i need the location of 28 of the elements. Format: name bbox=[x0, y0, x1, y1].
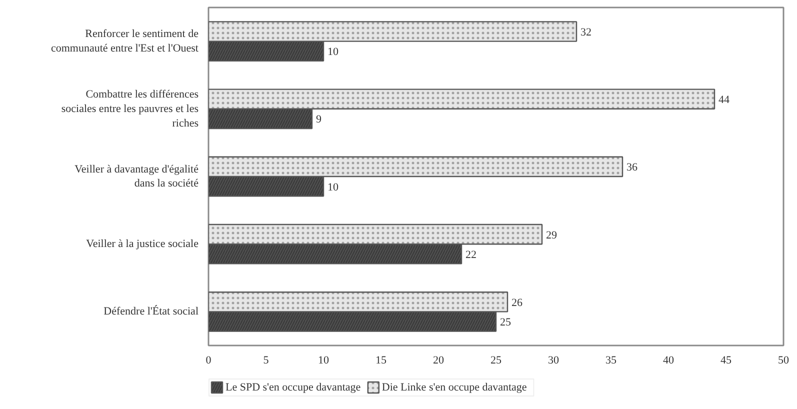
x-tick-label: 25 bbox=[490, 354, 502, 366]
data-label: 29 bbox=[546, 229, 558, 242]
legend-label: Le SPD s'en occupe davantage bbox=[226, 382, 361, 394]
data-label: 32 bbox=[580, 26, 592, 38]
data-label: 22 bbox=[466, 248, 476, 261]
x-tick-label: 20 bbox=[433, 354, 444, 366]
x-tick-label: 15 bbox=[376, 354, 387, 366]
data-label: 26 bbox=[512, 296, 523, 309]
x-tick-label: 45 bbox=[720, 354, 732, 366]
y-tick-label: Défendre l'État social bbox=[104, 304, 198, 318]
data-label: 44 bbox=[718, 94, 730, 106]
x-tick-label: 30 bbox=[548, 354, 560, 366]
x-tick-label: 40 bbox=[663, 354, 674, 366]
data-label: 10 bbox=[328, 46, 339, 58]
legend-label: Die Linke s'en occupe davantage bbox=[382, 382, 527, 394]
data-label: 9 bbox=[316, 114, 322, 126]
y-tick-label: Veiller à la justice sociale bbox=[86, 238, 199, 250]
y-tick-label: Renforcer le sentiment de communauté entre l'Est et l'Ouest bbox=[50, 28, 199, 54]
y-tick-label: Veiller à davantage d'égalité dans la société bbox=[74, 163, 199, 190]
x-tick-label: 35 bbox=[606, 354, 617, 366]
x-tick-label: 5 bbox=[263, 354, 270, 366]
data-label: 36 bbox=[626, 162, 638, 174]
data-label: 25 bbox=[500, 316, 512, 328]
x-tick-label: 0 bbox=[206, 354, 212, 366]
x-tick-label: 50 bbox=[778, 354, 790, 366]
y-tick-label: Combattre les différences sociales entre les pauvres et les riches bbox=[61, 88, 199, 130]
x-tick-label: 10 bbox=[318, 354, 330, 366]
data-label: 10 bbox=[328, 181, 339, 194]
